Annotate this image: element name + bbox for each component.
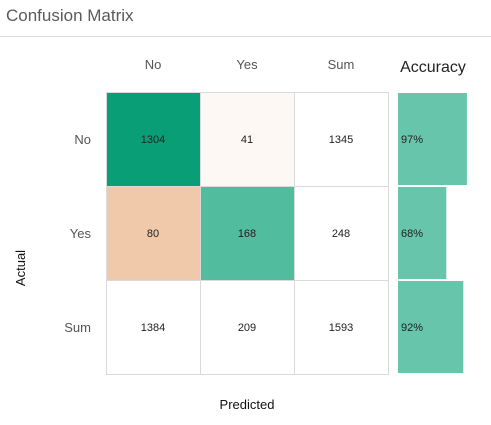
accuracy-bar [398, 93, 467, 185]
matrix-cell [294, 186, 389, 281]
matrix-cell-value: 1345 [329, 134, 353, 146]
accuracy-header: Accuracy [400, 59, 466, 76]
panel-header: Confusion Matrix [0, 0, 491, 37]
accuracy-value: 92% [401, 322, 423, 334]
panel-title: Confusion Matrix [6, 6, 134, 25]
matrix-cell-value: 41 [241, 134, 253, 146]
matrix-cell-value: 1304 [141, 134, 165, 146]
matrix-cell [294, 280, 389, 375]
row-label-yes: Yes [70, 226, 92, 241]
matrix-cell [200, 280, 295, 375]
matrix-cell-value: 80 [147, 228, 159, 240]
y-axis-title: Actual [13, 250, 28, 286]
col-label-sum: Sum [328, 57, 355, 72]
matrix-cell-value: 209 [238, 322, 256, 334]
matrix-cell [294, 92, 389, 187]
row-label-sum: Sum [64, 320, 91, 335]
matrix-cell-value: 168 [238, 228, 256, 240]
accuracy-value: 68% [401, 228, 423, 240]
matrix-cells: 1304 41 1345 80 168 248 1384 209 1593 [106, 92, 389, 375]
accuracy-bar [398, 281, 464, 373]
matrix-cell-value: 1384 [141, 322, 165, 334]
matrix-cell [200, 186, 295, 281]
col-label-no: No [145, 57, 162, 72]
matrix-cell [106, 92, 201, 187]
x-axis-title: Predicted [220, 397, 275, 412]
matrix-cell-value: 1593 [329, 322, 353, 334]
col-label-yes: Yes [236, 57, 258, 72]
axis-labels: Accuracy Predicted Actual No Yes Sum No Yes S… [13, 57, 466, 412]
row-label-no: No [74, 132, 91, 147]
matrix-cell [106, 280, 201, 375]
matrix-cell-value: 248 [332, 228, 350, 240]
accuracy-bar [398, 187, 447, 279]
accuracy-bars: 97% 68% 92% [398, 93, 467, 373]
accuracy-value: 97% [401, 134, 423, 146]
matrix-cell [106, 186, 201, 281]
matrix-cell [200, 92, 295, 187]
